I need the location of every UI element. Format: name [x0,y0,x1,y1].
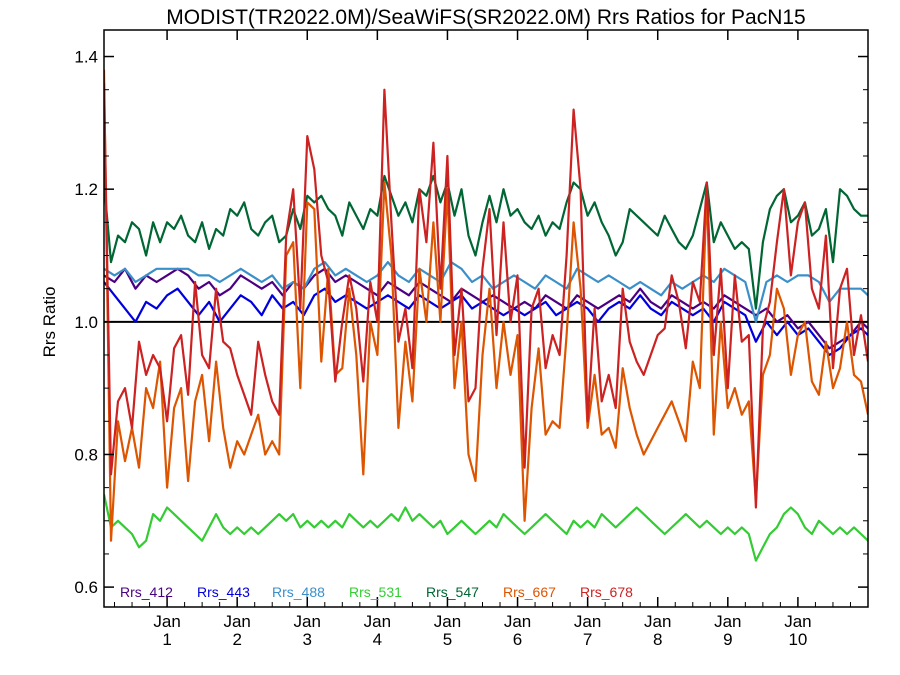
y-tick-label: 0.6 [74,578,98,597]
x-tick-label-month: Jan [574,612,601,631]
x-axis-ticks: Jan1Jan2Jan3Jan4Jan5Jan6Jan7Jan8Jan9Jan1… [114,30,851,649]
series-line-rrs-488 [104,261,868,323]
y-axis-label: Rrs Ratio [40,287,59,358]
x-tick-label-year: 10 [788,630,807,649]
x-tick-label-month: Jan [784,612,811,631]
x-tick-label-year: 8 [653,630,662,649]
legend-label-rrs-412: Rrs_412 [120,584,173,600]
legend-label-rrs-443: Rrs_443 [197,584,250,600]
y-tick-label: 1.2 [74,180,98,199]
series-line-rrs-547 [104,174,868,310]
x-tick-label-year: 4 [373,630,382,649]
x-tick-label-year: 9 [723,630,732,649]
x-tick-label-year: 3 [303,630,312,649]
series-line-rrs-667 [104,69,868,542]
chart-title: MODIST(TR2022.0M)/SeaWiFS(SR2022.0M) Rrs… [166,6,806,29]
x-tick-label-month: Jan [714,612,741,631]
plot-frame [103,29,869,608]
x-tick-label-month: Jan [644,612,671,631]
series-line-rrs-531 [104,494,868,562]
x-tick-label-year: 2 [232,630,241,649]
y-tick-label: 0.8 [74,445,98,464]
x-tick-label-month: Jan [434,612,461,631]
x-tick-label-month: Jan [504,612,531,631]
series-line-rrs-678 [104,83,868,509]
x-tick-label-month: Jan [153,612,180,631]
legend-label-rrs-667: Rrs_667 [503,584,556,600]
legend-label-rrs-531: Rrs_531 [349,584,402,600]
legend-label-rrs-547: Rrs_547 [426,584,479,600]
series-lines [104,69,868,562]
x-tick-label-month: Jan [223,612,250,631]
x-tick-label-month: Jan [294,612,321,631]
x-tick-label-year: 6 [513,630,522,649]
legend: Rrs_412 Rrs_443 Rrs_488 Rrs_531 Rrs_547 Rrs_6… [120,584,633,600]
legend-label-rrs-678: Rrs_678 [580,584,633,600]
x-tick-label-year: 5 [443,630,452,649]
plot-border [103,29,869,608]
y-axis-ticks: 0.6 0.8 1.0 1.2 1.4 [74,48,868,597]
y-tick-label: 1.4 [74,48,98,67]
x-tick-label-year: 1 [162,630,171,649]
x-tick-label-year: 7 [583,630,592,649]
x-tick-label-month: Jan [364,612,391,631]
legend-label-rrs-488: Rrs_488 [272,584,325,600]
y-tick-label: 1.0 [74,313,98,332]
